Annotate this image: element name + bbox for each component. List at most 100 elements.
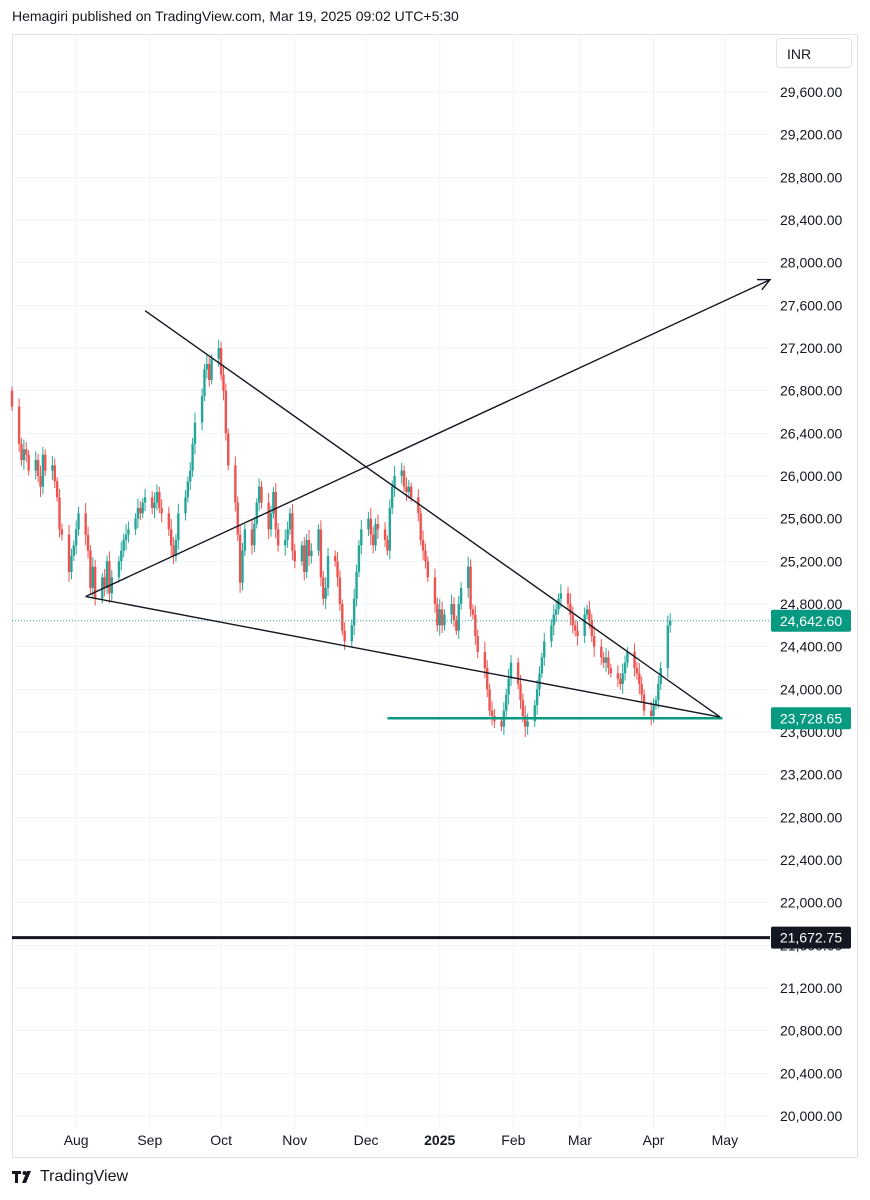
candle-body [576,630,579,636]
candle-body [141,502,144,514]
candle-body [343,630,346,642]
candle [288,507,292,535]
candle [10,386,14,411]
candle-body [184,497,187,514]
candles [10,339,672,738]
candle-body [89,550,92,588]
time-tick-label: Aug [64,1132,89,1148]
candle [533,699,536,727]
candle [274,483,277,539]
candle-body [27,454,30,471]
candle [27,449,30,476]
candle-body [307,540,311,556]
candle-body [602,657,605,663]
candle-body [17,406,21,444]
price-tick-label: 28,400.00 [780,212,842,228]
candle-body [426,561,430,578]
candle-body [324,588,327,599]
trendlines [85,278,772,718]
last-price-tag: 24,642.60 [771,609,851,632]
candle-body [474,614,477,636]
candle [516,657,520,690]
candle-body [500,721,503,727]
candle-body [409,486,413,498]
candle-body [150,497,154,508]
candle-body [241,550,244,583]
candle-body [350,625,353,642]
candle [635,661,639,680]
candle-body [455,620,458,631]
candle [108,551,111,604]
candle [376,514,380,539]
candle [654,695,658,710]
candle-body [227,433,230,466]
candle [101,572,104,604]
candle [25,442,28,462]
candle [276,522,280,552]
candle [134,513,137,535]
price-tags: 24,642.60 23,728.65 21,672.75 [771,609,851,949]
candle [305,534,308,578]
price-tick-label: 27,600.00 [780,297,842,313]
candle-body [333,556,337,562]
trendline [85,279,771,598]
candle [103,568,106,597]
candle [352,588,356,636]
candle [417,489,420,522]
candle [41,446,45,495]
candle-body [388,508,392,551]
candle-body [666,625,670,668]
candle-body [440,609,444,626]
price-tick-label: 29,600.00 [780,84,842,100]
price-tick-label: 20,400.00 [780,1065,842,1081]
candle-body [550,625,553,642]
price-tick-label: 24,800.00 [780,596,842,612]
candle [184,490,187,521]
candle [53,458,56,489]
candle-body [174,540,178,556]
candle-body [203,369,206,396]
candle [153,492,156,519]
candle [22,439,26,470]
candle-body [554,609,558,615]
candle [623,655,627,681]
candle-body [172,545,175,556]
candle-body [160,508,163,514]
candle [367,512,370,536]
price-tick-label: 22,400.00 [780,852,842,868]
candle [486,660,489,698]
currency-selector[interactable]: INR [776,38,852,68]
candle-body [516,662,520,684]
candle [452,597,456,627]
last-price-tag-bg [771,609,851,632]
candle-body [51,465,54,471]
candle [124,524,128,551]
candle-body [407,486,411,492]
candle [67,524,71,582]
candle-body [189,470,192,482]
candle-body [158,492,161,508]
candle-body [640,684,643,695]
candle [257,478,261,511]
price-tick-label: 28,800.00 [780,169,842,185]
candle-body [272,492,275,514]
candle-body [559,593,563,599]
candle-body [322,577,325,599]
candle-body [39,476,42,487]
candle [300,540,304,566]
candle [333,550,337,567]
candle [91,557,94,598]
candle [110,569,113,601]
candle [141,498,144,518]
candle-body [659,668,662,684]
candle-body [234,465,237,503]
candle-body [317,529,320,551]
candle-body [105,561,109,588]
candle [440,601,444,634]
candle [666,615,670,678]
candle-body [604,657,608,663]
candle-body [222,374,225,391]
candle-body [143,497,147,503]
price-tick-label: 26,400.00 [780,425,842,441]
